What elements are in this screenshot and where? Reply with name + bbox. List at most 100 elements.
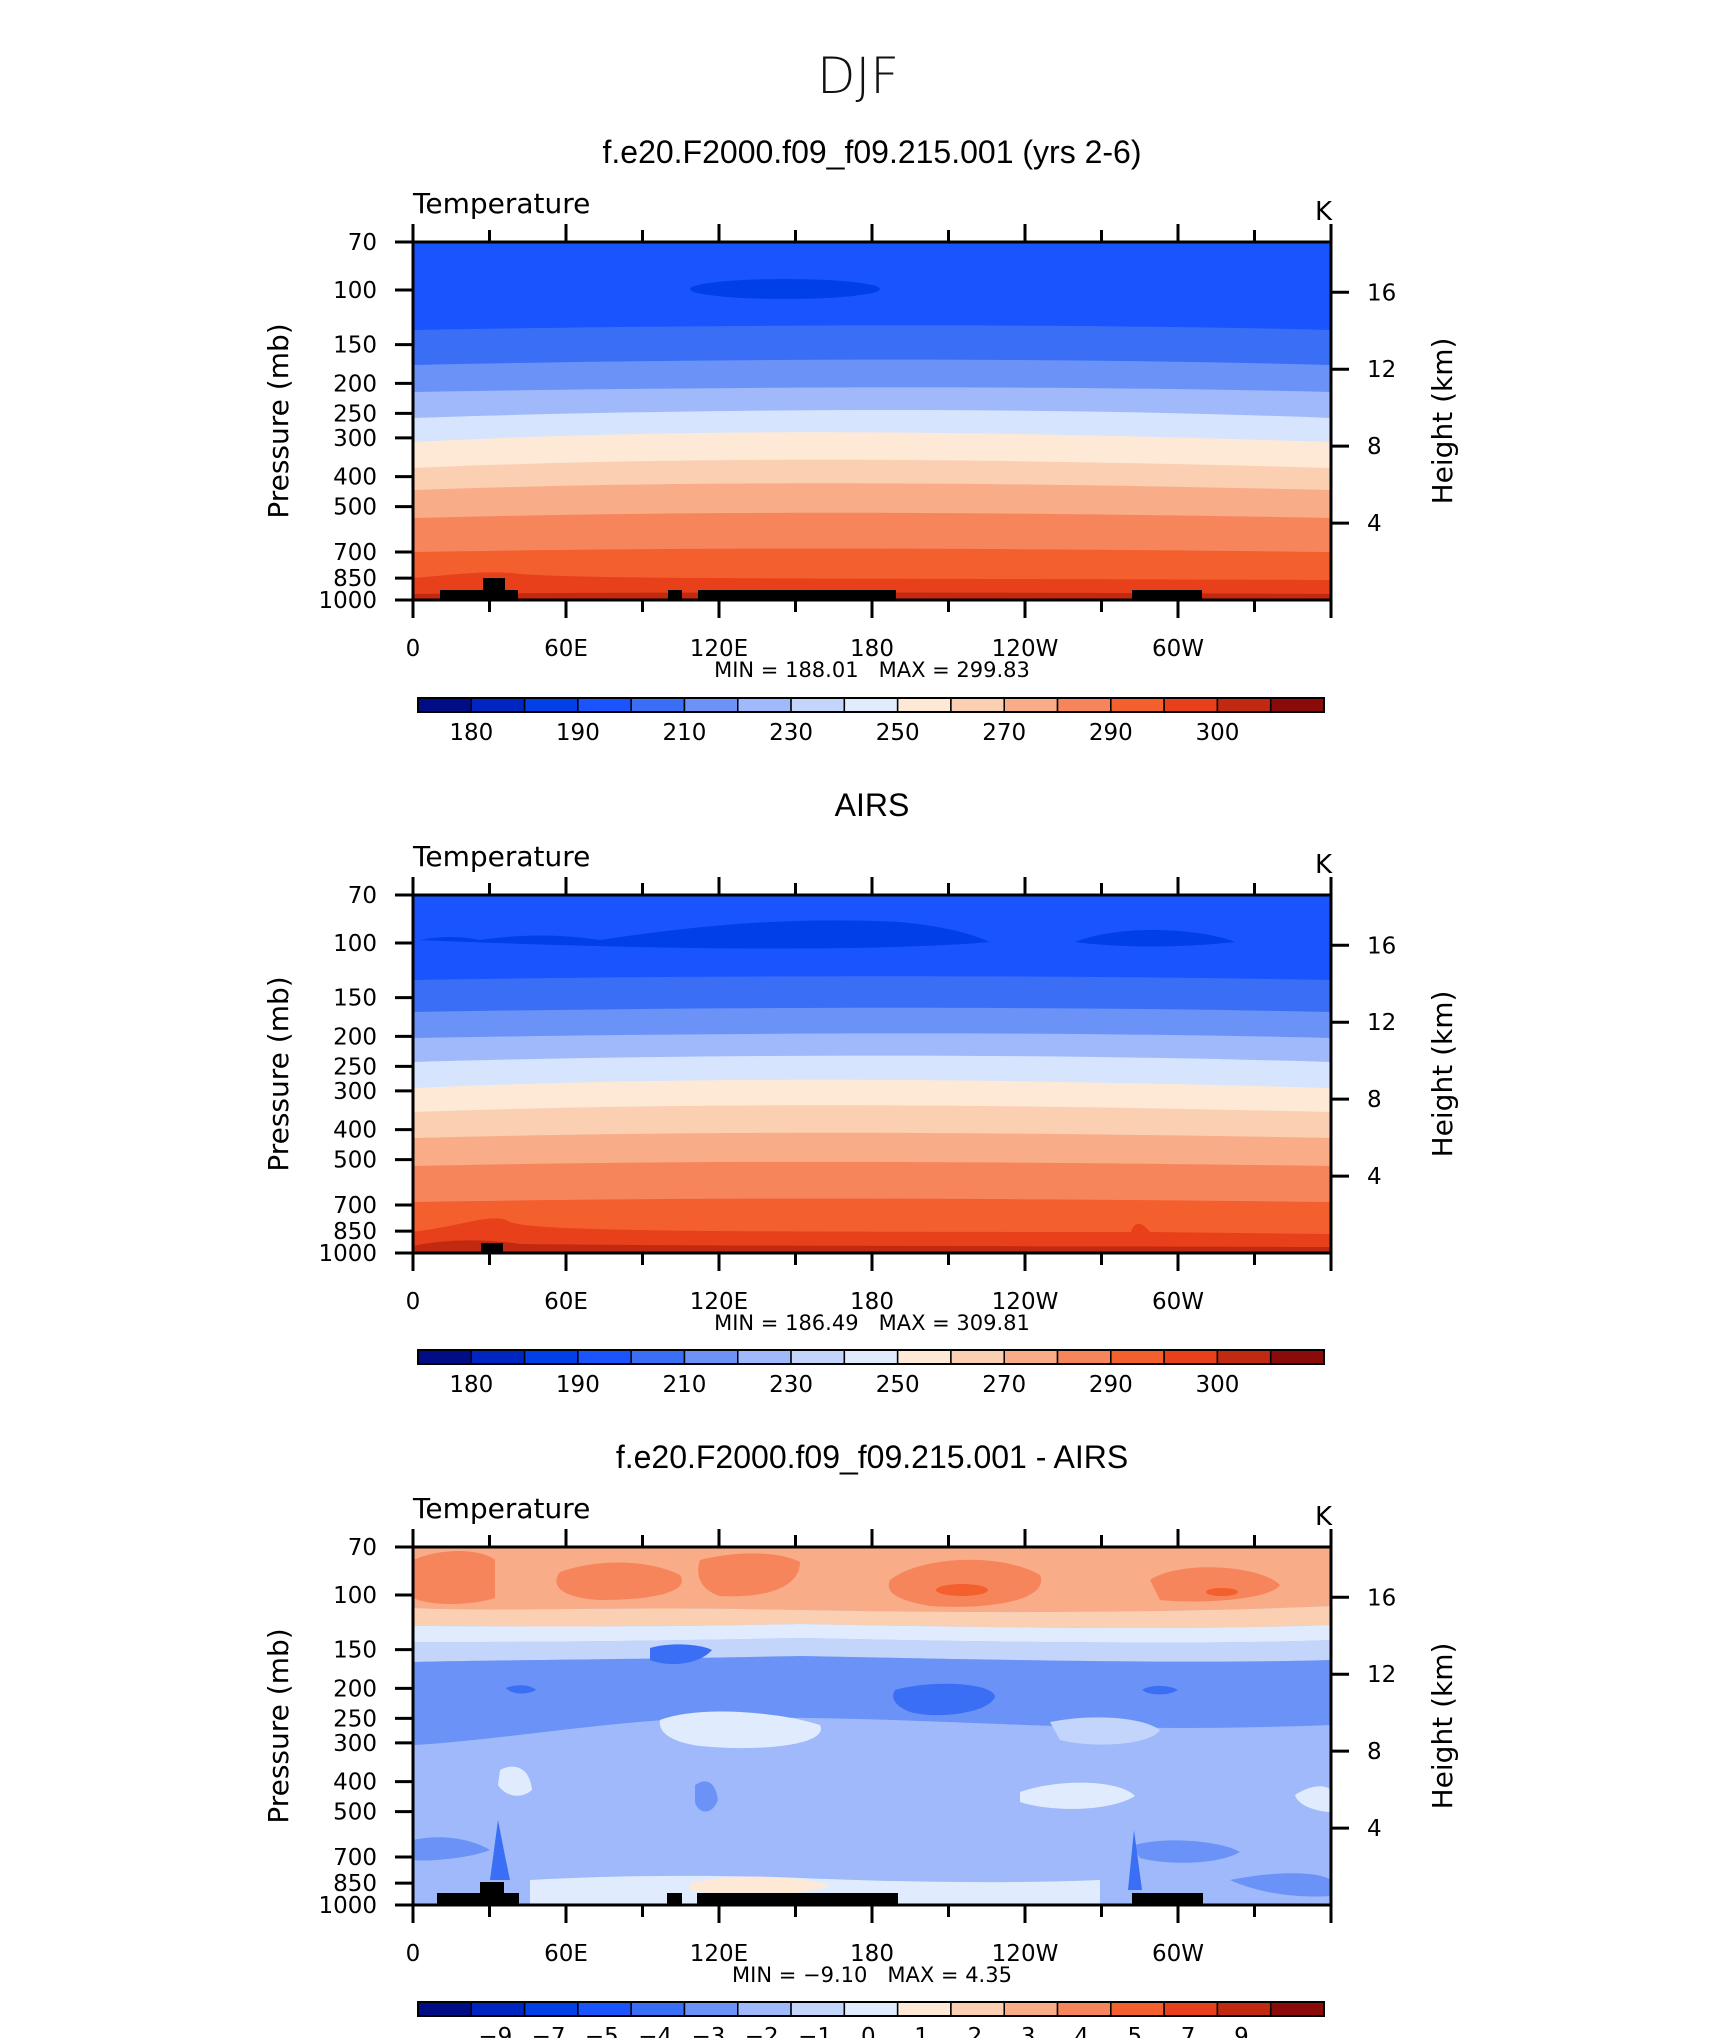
x-tick-label: 120E <box>690 636 748 662</box>
colorbar-swatch <box>1269 697 1325 713</box>
colorbar-swatch <box>1163 2001 1219 2017</box>
y-tick-label: 250 <box>333 401 377 427</box>
colorbar-swatch <box>1216 1349 1272 1365</box>
y-tick-label: 100 <box>333 1583 377 1609</box>
colorbar-swatch <box>1110 2001 1165 2017</box>
colorbar: 180 190 210 230 250 270 290 300 <box>417 1349 1325 1398</box>
y-tick-label: 500 <box>333 495 377 521</box>
x-tick-label: 60E <box>544 1941 588 1967</box>
colorbar-label: 4 <box>1074 2024 1089 2038</box>
colorbar-label: 190 <box>556 720 600 746</box>
colorbar-swatch <box>1056 1349 1112 1365</box>
colorbar-swatch <box>1269 1349 1325 1365</box>
cold-core <box>893 1683 995 1716</box>
colorbar: −9 −7 −5 −4 −3 −2 −1 0 1 2 3 4 5 7 9 <box>417 2001 1325 2038</box>
land-mask <box>698 590 896 600</box>
cold-patch <box>640 1784 675 1812</box>
colorbar-swatch <box>417 697 473 713</box>
y-tick-label: 700 <box>333 540 377 566</box>
y-tick-label: 300 <box>333 1731 377 1757</box>
colorbar-swatch <box>1003 697 1059 713</box>
colorbar-swatch <box>683 2001 739 2017</box>
panel-difference: f.e20.F2000.f09_f09.215.001 - AIRS Tempe… <box>262 1439 1459 2038</box>
y-tick-label: 70 <box>348 883 377 909</box>
y-tick-label: 100 <box>333 931 377 957</box>
colorbar-swatch <box>470 1349 526 1365</box>
y-right-tick-label: 16 <box>1367 1585 1396 1611</box>
y-tick-label: 100 <box>333 278 377 304</box>
colorbar-label: 290 <box>1089 1372 1133 1398</box>
panel-title: AIRS <box>835 787 910 823</box>
y-axis-label: Pressure (mb) <box>262 323 295 518</box>
colorbar-swatch <box>950 2001 1005 2017</box>
band <box>413 1218 1331 1253</box>
y-tick-label: 850 <box>333 566 377 592</box>
colorbar-swatch <box>523 1349 579 1365</box>
colorbar-label: −9 <box>478 2024 512 2038</box>
units-label: K <box>1315 850 1333 880</box>
colorbar-label: 230 <box>769 1372 813 1398</box>
colorbar-swatch <box>683 1349 739 1365</box>
x-tick-label: 120W <box>992 1289 1059 1315</box>
y-tick-label: 70 <box>348 230 377 256</box>
land-mask <box>480 1882 504 1905</box>
light-patch <box>659 1711 821 1749</box>
figure-title: DJF <box>817 47 899 105</box>
colorbar-swatch <box>1163 1349 1219 1365</box>
colorbar-swatch <box>950 1349 1005 1365</box>
cold-core <box>420 920 990 949</box>
colorbar-frame <box>417 2001 1325 2017</box>
colorbar-label: 230 <box>769 720 813 746</box>
colorbar-swatch <box>896 697 952 713</box>
y-tick-label: 850 <box>333 1871 377 1897</box>
cold-patch <box>413 1837 490 1861</box>
band <box>413 1624 1331 1643</box>
colorbar-swatch <box>843 1349 899 1365</box>
warm-patch <box>888 1559 1042 1607</box>
x-tick-label: 60E <box>544 1289 588 1315</box>
colorbar-label: 7 <box>1181 2024 1196 2038</box>
y-tick-label: 500 <box>333 1800 377 1826</box>
land-mask <box>481 1243 503 1253</box>
colorbar-swatch <box>790 1349 846 1365</box>
y-tick-label: 150 <box>333 986 377 1012</box>
y-tick-label: 400 <box>333 465 377 491</box>
panel-title: f.e20.F2000.f09_f09.215.001 (yrs 2-6) <box>602 134 1141 170</box>
warm-patch <box>413 1551 495 1604</box>
colorbar-swatch <box>417 1349 473 1365</box>
land-mask <box>1132 590 1202 600</box>
y-tick-label: 1000 <box>318 588 377 614</box>
land-mask <box>1132 1893 1203 1905</box>
y-right-tick-label: 16 <box>1367 933 1396 959</box>
colorbar-label: −5 <box>585 2024 619 2038</box>
land-mask <box>697 1893 898 1905</box>
y-right-tick-label: 8 <box>1367 1739 1382 1765</box>
colorbar-swatch <box>577 2001 632 2017</box>
y-axis-label: Pressure (mb) <box>262 976 295 1171</box>
light-patch <box>1020 1782 1135 1809</box>
x-tick-label: 120E <box>690 1289 748 1315</box>
cold-core <box>690 279 880 299</box>
y-tick-label: 200 <box>333 1676 377 1702</box>
colorbar-label: −1 <box>798 2024 832 2038</box>
colorbar-swatch <box>577 1349 632 1365</box>
x-tick-label: 60E <box>544 636 588 662</box>
band <box>413 1638 1331 1662</box>
y-tick-label: 400 <box>333 1118 377 1144</box>
colorbar-swatch <box>896 1349 952 1365</box>
cold-patch <box>1132 1840 1240 1863</box>
y-right-tick-label: 4 <box>1367 1164 1382 1190</box>
colorbar-label: 1 <box>914 2024 929 2038</box>
variable-label: Temperature <box>412 840 590 873</box>
y-axis-label-right: Height (km) <box>1426 338 1459 505</box>
y-right-tick-label: 12 <box>1367 357 1396 383</box>
x-tick-label: 180 <box>850 636 894 662</box>
x-tick-label: 120W <box>992 1941 1059 1967</box>
colorbar-swatch <box>896 2001 952 2017</box>
colorbar-label: 0 <box>861 2024 876 2038</box>
colorbar-swatch <box>630 697 686 713</box>
warm-core <box>936 1584 988 1596</box>
